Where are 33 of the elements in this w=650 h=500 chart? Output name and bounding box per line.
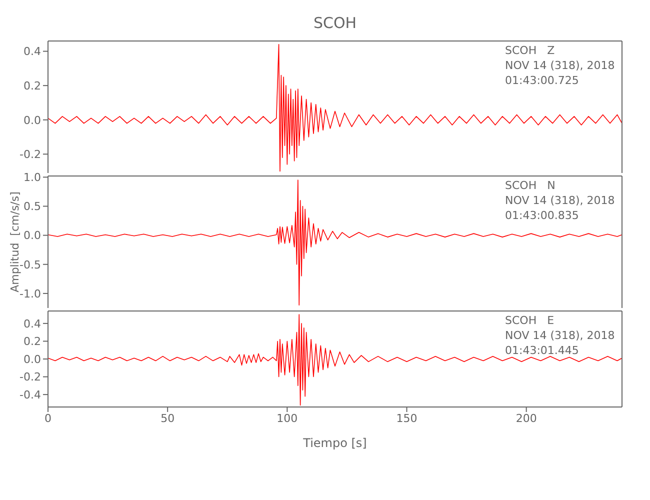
- x-tick-label: 100: [276, 412, 298, 425]
- y-tick-label: -0.2: [20, 370, 41, 384]
- y-tick-label: -0.2: [20, 148, 41, 162]
- x-tick-label: 150: [396, 412, 418, 425]
- y-tick-label: 0.2: [24, 335, 41, 348]
- annotation: SCOH E: [505, 313, 556, 328]
- annotation: SCOH Z: [505, 43, 556, 58]
- x-axis-title: Tiempo [s]: [302, 436, 367, 450]
- line-series: [48, 180, 622, 306]
- x-tick-label: 50: [160, 412, 175, 425]
- y-tick-label: -0.4: [20, 388, 41, 402]
- annotation: 01:43:01.445: [505, 343, 580, 358]
- x-tick-label: 200: [516, 412, 537, 425]
- annotation: 01:43:00.725: [505, 73, 580, 88]
- y-tick-label: -0.5: [20, 258, 41, 272]
- y-tick-label: 0.0: [24, 114, 41, 127]
- y-axis-title: Amplitud [cm/s/s]: [8, 191, 22, 292]
- y-tick-label: 0.0: [24, 352, 41, 366]
- annotation: 01:43:00.835: [505, 208, 580, 223]
- annotation: NOV 14 (318), 2018: [505, 58, 615, 73]
- line-series: [48, 44, 622, 172]
- y-tick-label: 1.0: [24, 171, 41, 184]
- y-tick-label: 0.4: [24, 317, 41, 330]
- x-tick-label: 0: [44, 412, 52, 425]
- y-tick-label: -1.0: [20, 287, 41, 300]
- y-tick-label: 0.4: [24, 45, 41, 58]
- y-tick-label: 0.0: [24, 229, 41, 242]
- annotation: NOV 14 (318), 2018: [505, 193, 615, 208]
- annotation: NOV 14 (318), 2018: [505, 328, 615, 343]
- y-tick-label: 0.2: [24, 79, 41, 92]
- y-tick-label: 0.5: [24, 200, 41, 214]
- chart-title: SCOH: [312, 14, 358, 32]
- annotation: SCOH N: [505, 178, 556, 193]
